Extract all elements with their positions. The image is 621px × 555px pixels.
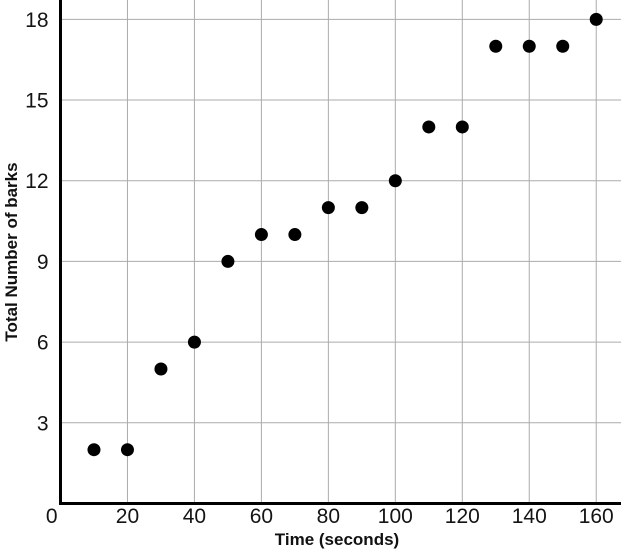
data-point bbox=[589, 12, 603, 26]
x-tick-label: 80 bbox=[317, 505, 340, 528]
data-point bbox=[120, 443, 134, 457]
data-point bbox=[556, 39, 570, 53]
y-tick-label: 3 bbox=[37, 412, 49, 435]
y-tick-label: 9 bbox=[37, 251, 49, 274]
data-point bbox=[489, 39, 503, 53]
x-tick-label: 60 bbox=[250, 505, 273, 528]
x-tick-label: 100 bbox=[378, 505, 413, 528]
x-axis-title: Time (seconds) bbox=[274, 530, 400, 549]
x-tick-label: 20 bbox=[116, 505, 139, 528]
x-tick-label: 120 bbox=[445, 505, 480, 528]
data-point bbox=[288, 228, 302, 242]
data-point bbox=[87, 443, 101, 457]
data-point bbox=[522, 39, 536, 53]
data-point bbox=[355, 201, 369, 215]
y-tick-label: 18 bbox=[25, 9, 48, 32]
data-point bbox=[221, 254, 235, 268]
y-tick-label: 6 bbox=[37, 332, 49, 355]
y-axis-title: Total Number of barks bbox=[2, 162, 21, 342]
x-tick-label: 160 bbox=[579, 505, 614, 528]
data-point bbox=[187, 335, 201, 349]
y-tick-label: 12 bbox=[25, 170, 48, 193]
data-point bbox=[321, 201, 335, 215]
data-point bbox=[254, 228, 268, 242]
origin-label: 0 bbox=[46, 505, 58, 528]
y-tick-label: 15 bbox=[25, 90, 48, 113]
x-tick-label: 140 bbox=[512, 505, 547, 528]
data-point bbox=[154, 362, 168, 376]
data-point bbox=[388, 174, 402, 188]
data-point bbox=[422, 120, 436, 134]
x-tick-label: 40 bbox=[183, 505, 206, 528]
data-point bbox=[455, 120, 469, 134]
